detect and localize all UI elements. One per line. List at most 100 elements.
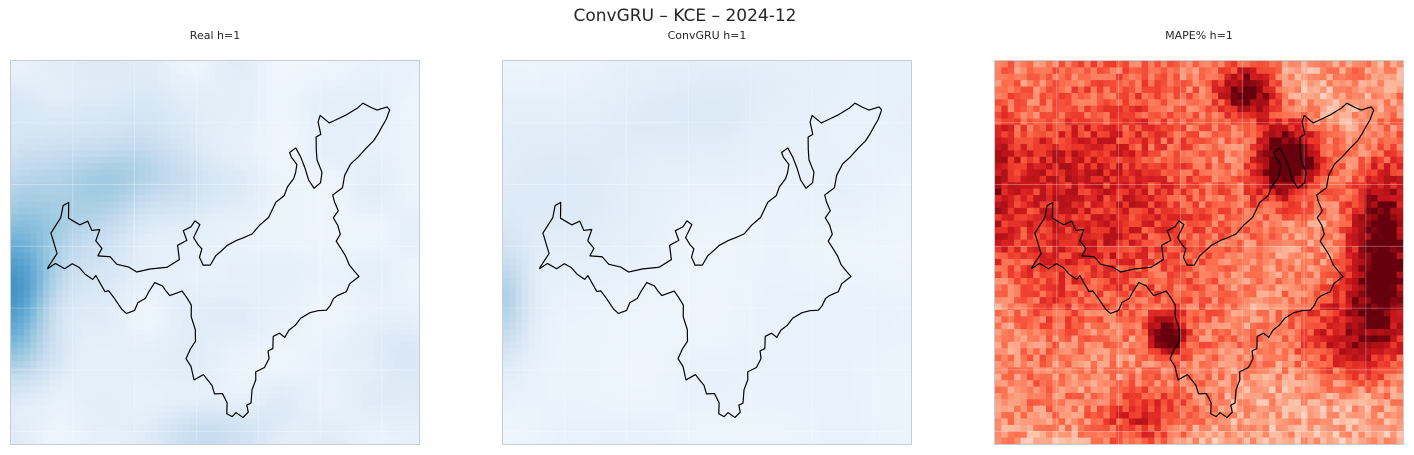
heatmap-cell [62,354,69,362]
heatmap-cell [687,137,695,145]
heatmap-cell [611,67,619,75]
heatmap-cell [202,392,210,400]
heatmap-cell [336,361,344,368]
heatmap-cell [81,297,89,305]
heatmap-cell [380,405,388,413]
heatmap-cell [42,233,50,241]
heatmap-cell [348,373,356,381]
heatmap-cell [42,258,50,266]
heatmap-cell [815,105,823,113]
heatmap-cell [387,182,395,190]
heatmap-cell [687,169,695,177]
heatmap-cell [49,361,57,368]
heatmap-cell [125,252,133,260]
heatmap-cell [323,309,331,317]
heatmap-cell [630,137,638,145]
heatmap-cell [317,201,324,209]
heatmap-cell [355,80,363,88]
heatmap-cell [323,380,331,388]
heatmap-cell [100,124,108,132]
heatmap-cell [675,67,683,75]
heatmap-cell [272,99,280,107]
heatmap-cell [329,348,337,356]
heatmap-cell [541,67,549,75]
heatmap-cell [745,112,753,120]
heatmap-cell [138,220,146,228]
heatmap-cell [113,271,120,279]
heatmap-cell [291,361,299,368]
heatmap-cell [49,322,57,330]
heatmap-cell [195,105,203,113]
heatmap-cell [770,118,778,126]
heatmap-cell [119,195,127,203]
heatmap-cell [809,150,816,158]
heatmap-cell [36,316,44,324]
heatmap-cell [246,195,254,203]
heatmap-cell [157,265,165,273]
heatmap-cell [49,80,57,88]
heatmap-cell [840,105,848,113]
heatmap-cell [246,316,254,324]
heatmap-cell [227,405,235,413]
heatmap-cell [758,105,765,113]
heatmap-cell [157,412,165,420]
heatmap-cell [592,86,600,94]
heatmap-cell [113,131,120,139]
heatmap-cell [323,124,331,132]
heatmap-cell [68,335,76,343]
heatmap-cell [406,348,414,356]
heatmap-cell [336,297,344,305]
heatmap-cell [758,73,765,81]
heatmap-cell [68,399,76,407]
heatmap-cell [138,61,146,68]
heatmap-cell [342,86,350,94]
heatmap-cell [675,137,683,145]
heatmap-cell [412,207,419,215]
heatmap-cell [189,386,197,394]
heatmap-cell [323,354,331,362]
heatmap-cell [815,61,823,68]
heatmap-cell [183,386,191,394]
heatmap-cell [164,329,171,337]
heatmap-cell [253,118,261,126]
heatmap-cell [336,207,344,215]
heatmap-cell [144,424,152,432]
heatmap-cell [310,437,318,444]
heatmap-cell [208,163,216,171]
heatmap-cell [297,226,305,234]
heatmap-cell [566,150,574,158]
heatmap-cell [119,341,127,349]
heatmap-cell [374,226,382,234]
heatmap-cell [227,150,235,158]
heatmap-cell [93,412,101,420]
heatmap-cell [106,316,114,324]
heatmap-cell [208,188,216,196]
heatmap-cell [285,271,293,279]
heatmap-cell [412,246,419,254]
heatmap-cell [93,124,101,132]
heatmap-cell [55,201,63,209]
heatmap-cell [113,265,120,273]
heatmap-cell [221,175,229,183]
heatmap-cell [406,373,414,381]
heatmap-cell [368,182,375,190]
heatmap-cell [368,392,375,400]
heatmap-cell [847,131,855,139]
heatmap-cell [329,137,337,145]
heatmap-cell [310,252,318,260]
heatmap-cell [541,169,549,177]
heatmap-cell [598,99,606,107]
heatmap-cell [164,303,171,311]
heatmap-cell [399,112,407,120]
heatmap-cell [342,246,350,254]
heatmap-cell [764,112,772,120]
heatmap-cell [189,418,197,426]
heatmap-cell [719,92,727,100]
heatmap-cell [272,354,280,362]
heatmap-cell [113,112,120,120]
heatmap-cell [138,86,146,94]
heatmap-cell [23,297,31,305]
heatmap-cell [170,105,178,113]
heatmap-cell [789,80,797,88]
heatmap-cell [738,73,746,81]
